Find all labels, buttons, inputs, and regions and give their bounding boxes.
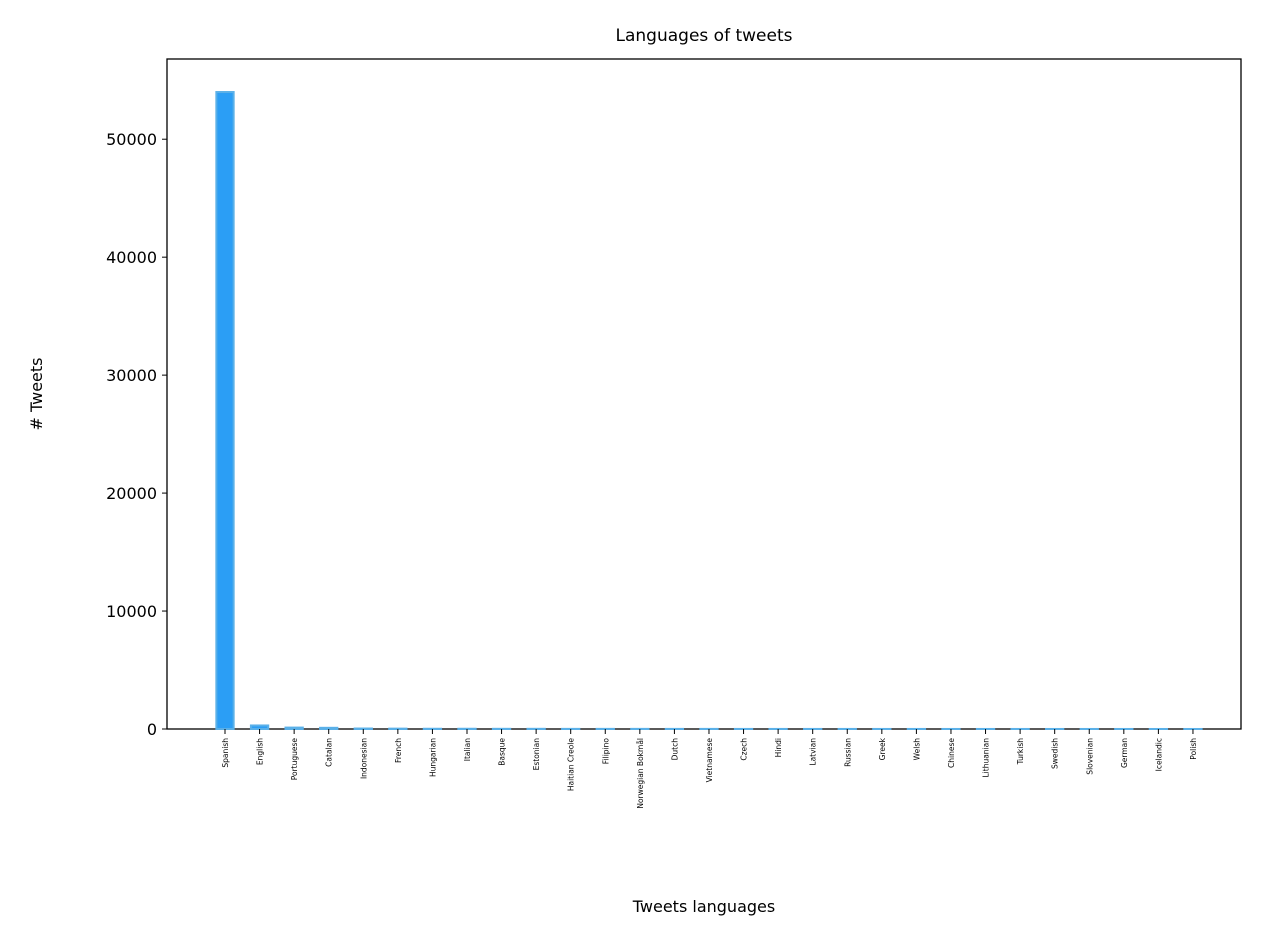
x-tick-label: French: [394, 738, 403, 763]
x-tick-label: Basque: [498, 738, 507, 766]
x-tick-label: Greek: [878, 737, 887, 760]
bar-english: [249, 724, 270, 730]
plot-frame: [166, 58, 1242, 730]
bar-catalan: [319, 726, 339, 731]
bar-spanish: [215, 91, 235, 730]
x-tick-label: Hindi: [774, 738, 783, 757]
x-tick-label: Turkish: [1016, 738, 1025, 766]
y-tick-label: 30000: [106, 366, 157, 385]
x-tick-label: Dutch: [670, 738, 679, 761]
x-tick-label: Welsh: [912, 738, 921, 761]
x-tick-label: Italian: [463, 738, 472, 762]
x-tick-label: Portuguese: [290, 738, 299, 781]
x-tick-label: Latvian: [809, 738, 818, 766]
bar-portuguese: [284, 726, 304, 731]
y-axis-label: # Tweets: [27, 358, 46, 431]
chart-title: Languages of tweets: [616, 26, 793, 46]
x-tick-label: English: [256, 738, 265, 765]
x-axis-label: Tweets languages: [632, 897, 775, 916]
x-tick-label: Icelandic: [1154, 738, 1163, 771]
y-tick-label: 10000: [106, 602, 157, 621]
x-tick-label: Slovenian: [1085, 738, 1094, 775]
x-tick-label: Estonian: [532, 738, 541, 771]
y-axis: 0 10000 20000 30000 40000 50000: [106, 130, 167, 739]
y-tick-label: 0: [147, 720, 157, 739]
x-tick-label: Vietnamese: [705, 738, 714, 783]
x-tick-label: Hungarian: [428, 738, 437, 777]
x-tick-label: Haitian Creole: [567, 738, 576, 792]
x-tick-label: Spanish: [221, 738, 230, 768]
x-tick-label: Norwegian Bokmål: [636, 738, 645, 809]
x-axis: Spanish English Portuguese Catalan Indonesia…: [221, 729, 1198, 809]
x-tick-label: Lithuanian: [982, 738, 991, 778]
x-tick-label: Indonesian: [359, 738, 368, 779]
x-tick-label: Swedish: [1051, 738, 1060, 769]
y-tick-label: 20000: [106, 484, 157, 503]
bars-group: [215, 91, 1203, 731]
y-tick-label: 50000: [106, 130, 157, 149]
x-tick-label: Czech: [740, 738, 749, 761]
x-tick-label: Catalan: [325, 738, 334, 767]
y-tick-label: 40000: [106, 248, 157, 267]
x-tick-label: Filipino: [601, 738, 610, 765]
x-tick-label: Polish: [1189, 738, 1198, 760]
x-tick-label: Russian: [843, 738, 852, 767]
x-tick-label: German: [1120, 738, 1129, 768]
x-tick-label: Chinese: [947, 738, 956, 768]
